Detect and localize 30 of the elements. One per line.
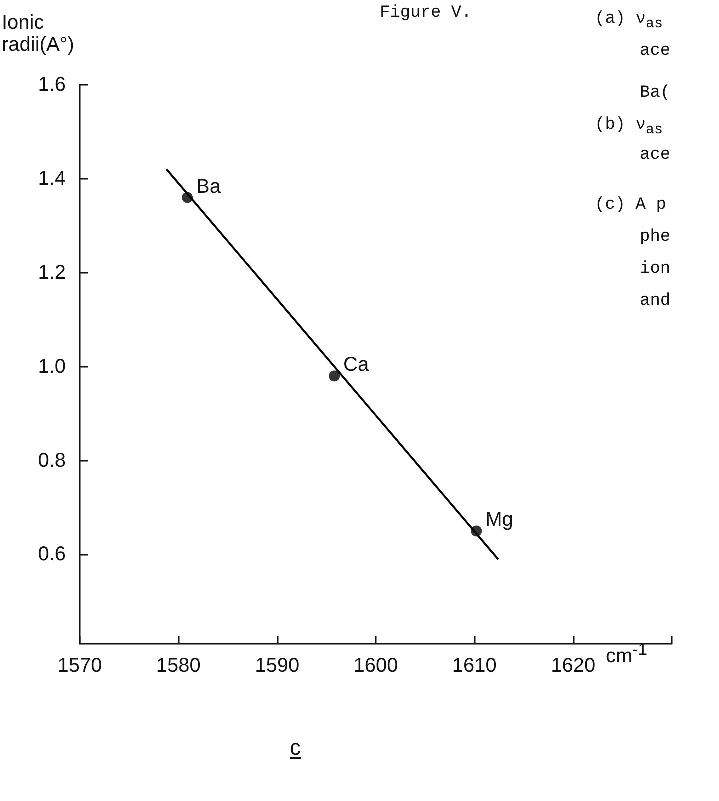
x-tick-label: 1610 — [452, 655, 497, 677]
x-tick-label: 1600 — [354, 655, 398, 677]
annotation: ion — [640, 260, 671, 279]
text: c — [290, 735, 301, 761]
x-tick-label: 1570 — [58, 655, 102, 677]
annotation: ace — [640, 146, 671, 165]
text: ace — [640, 42, 671, 61]
x-tick-label: 1620 — [551, 655, 596, 677]
annotation: and — [640, 292, 671, 311]
annotation: (c) A p — [595, 196, 666, 215]
text: (a) ν$_{as}$ — [595, 10, 664, 32]
point — [182, 192, 194, 204]
annotation: Ba — [196, 176, 221, 199]
annotation: Mg — [486, 509, 514, 532]
y-tick-label: 1.2 — [38, 262, 66, 284]
y-tick-label: 0.8 — [38, 450, 66, 472]
point — [471, 526, 482, 537]
point — [329, 370, 340, 382]
text: Figure V. — [380, 4, 472, 23]
y-axis-title: Ionic radii(A°) — [2, 12, 76, 56]
y-tick-label: 1.4 — [38, 168, 66, 190]
annotation: Ba( — [640, 84, 671, 103]
y-tick-label: 1.0 — [38, 356, 66, 378]
x-tick-label: 1590 — [255, 655, 300, 677]
annotation: (b) ν$_{as}$ — [595, 116, 664, 138]
y-tick-label: 0.6 — [38, 544, 66, 566]
annotation: Ca — [344, 354, 370, 378]
y-tick-label: 1.6 — [38, 74, 66, 96]
x-tick-label: 1580 — [156, 655, 201, 677]
annotation: phe — [640, 228, 671, 247]
